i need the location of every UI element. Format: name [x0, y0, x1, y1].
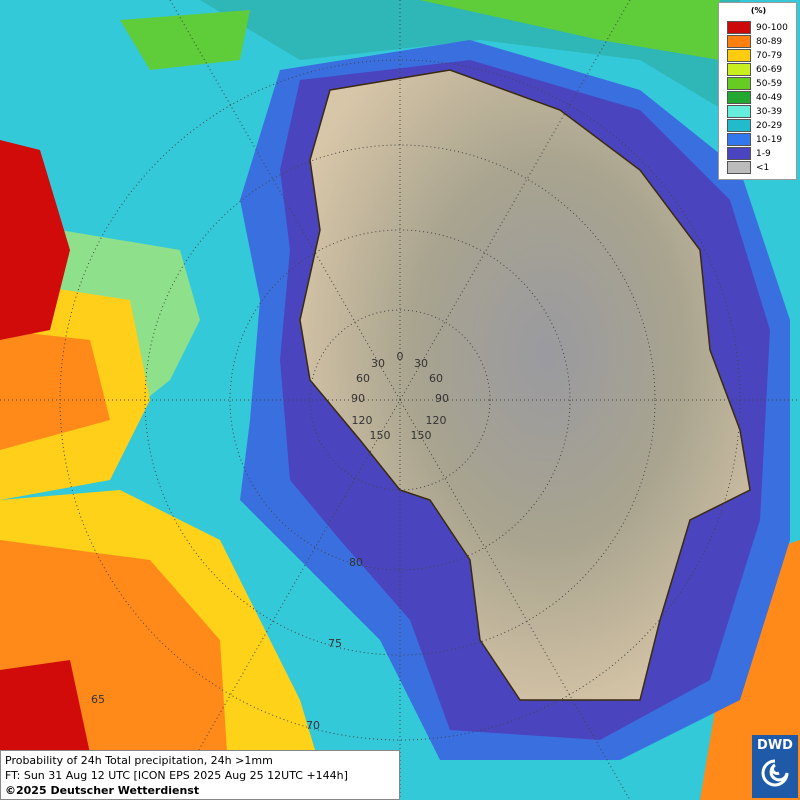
legend-item: 70-79 [727, 49, 782, 62]
legend-swatch [727, 77, 751, 90]
lon-label: 150 [370, 429, 391, 442]
legend-label: 1-9 [756, 148, 771, 159]
antarctica [299, 69, 751, 701]
lon-label: 30 [371, 357, 385, 370]
precip-region [0, 330, 110, 450]
lon-label: 60 [429, 372, 443, 385]
legend-label: 40-49 [756, 92, 783, 103]
legend-label: 50-59 [756, 78, 783, 89]
legend-label: 30-39 [756, 106, 783, 117]
lon-label: 90 [351, 392, 365, 405]
lon-label: 120 [426, 414, 447, 427]
lon-label: 150 [411, 429, 432, 442]
precip-region [0, 140, 70, 340]
precip-region [120, 0, 720, 70]
lat-label: 75 [328, 637, 342, 650]
footer: Probability of 24h Total precipitation, … [0, 750, 400, 800]
legend-label: 70-79 [756, 50, 783, 61]
legend-swatch [727, 21, 751, 34]
lat-label: 80 [349, 556, 363, 569]
product-title: Probability of 24h Total precipitation, … [5, 754, 273, 767]
legend-item: 10-19 [727, 133, 782, 146]
legend-unit: (%) [750, 6, 767, 15]
legend-label: 10-19 [756, 134, 783, 145]
legend-label: 90-100 [756, 22, 788, 33]
legend-swatch [727, 133, 751, 146]
legend-item: 90-100 [727, 21, 788, 34]
legend-swatch [727, 147, 751, 160]
legend-item: 40-49 [727, 91, 782, 104]
lat-label: 70 [306, 719, 320, 732]
legend-item: <1 [727, 161, 769, 174]
forecast-time: FT: Sun 31 Aug 12 UTC [ICON EPS 2025 Aug… [5, 769, 348, 782]
legend-swatch [727, 161, 751, 174]
legend-item: 50-59 [727, 77, 782, 90]
legend-swatch [727, 63, 751, 76]
legend-swatch [727, 119, 751, 132]
logo: DWD [752, 735, 798, 798]
legend: (%) 90-100 80-89 70-79 60-69 50-59 40-49 30-39… [718, 2, 797, 180]
legend-swatch [727, 91, 751, 104]
legend-item: 80-89 [727, 35, 782, 48]
lon-label: 60 [356, 372, 370, 385]
lon-label: 30 [414, 357, 428, 370]
legend-swatch [727, 35, 751, 48]
lon-label: 0 [397, 350, 404, 363]
legend-item: 1-9 [727, 147, 771, 160]
lon-label: 120 [352, 414, 373, 427]
legend-label: 60-69 [756, 64, 783, 75]
lat-label: 65 [91, 693, 105, 706]
legend-item: 30-39 [727, 105, 782, 118]
logo-text: DWD [757, 738, 793, 753]
legend-swatch [727, 49, 751, 62]
copyright: ©2025 Deutscher Wetterdienst [5, 784, 200, 797]
legend-swatch [727, 105, 751, 118]
legend-item: 60-69 [727, 63, 782, 76]
logo-swirl [761, 759, 789, 787]
legend-item: 20-29 [727, 119, 782, 132]
legend-label: 20-29 [756, 120, 783, 131]
lon-label: 90 [435, 392, 449, 405]
legend-label: <1 [756, 162, 770, 173]
legend-label: 80-89 [756, 36, 783, 47]
